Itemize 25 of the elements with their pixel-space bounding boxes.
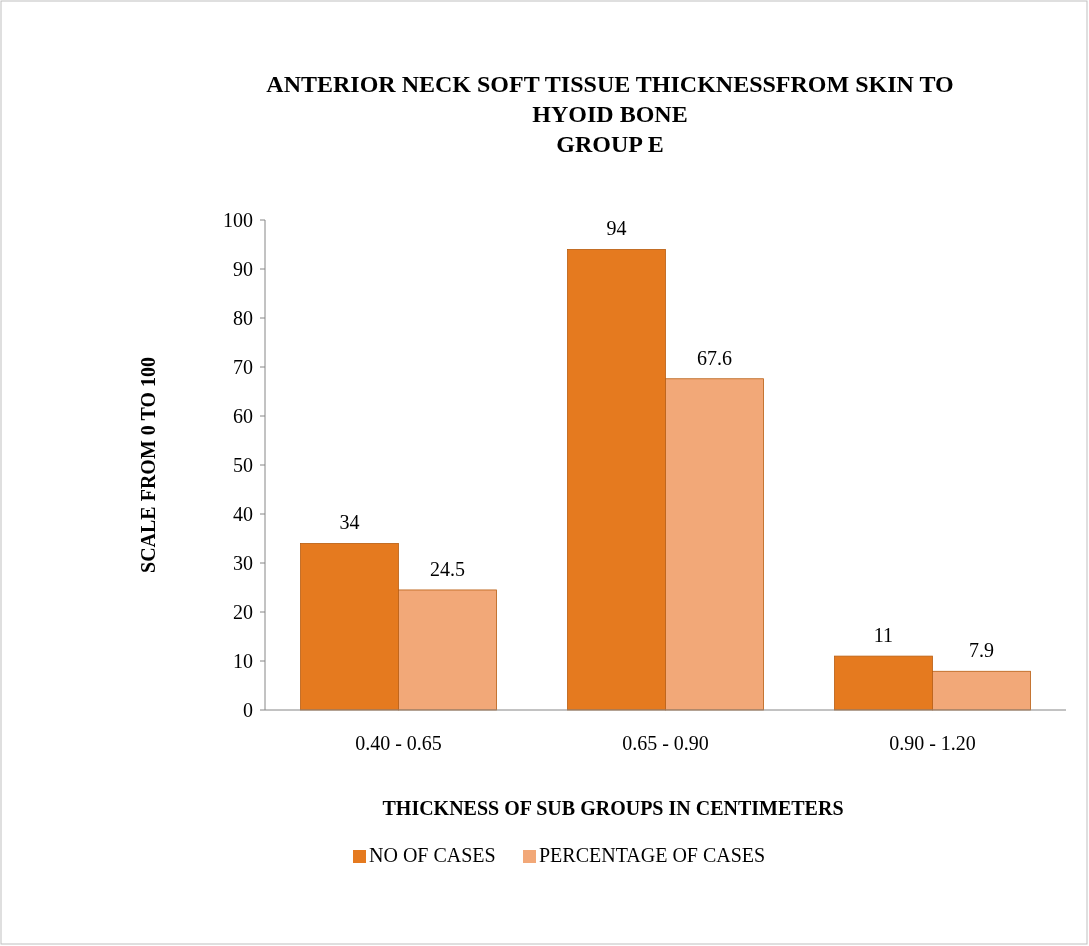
y-tick-label: 90 [233,258,253,280]
y-tick-label: 80 [233,307,253,329]
y-tick-label: 40 [233,503,253,525]
data-label: 11 [873,624,894,647]
x-tick-label: 0.40 - 0.65 [355,732,442,754]
x-axis-title: THICKNESS OF SUB GROUPS IN CENTIMETERS [382,797,844,819]
y-tick-label: 50 [233,454,253,476]
legend-label: PERCENTAGE OF CASES [539,844,766,866]
data-label: 24.5 [430,557,465,580]
y-tick-label: 60 [233,405,253,427]
data-label: 7.9 [969,639,994,662]
data-label: 94 [606,217,627,240]
x-tick-label: 0.65 - 0.90 [622,732,709,754]
data-label: 34 [339,511,360,534]
x-tick-label: 0.90 - 1.20 [889,732,976,754]
y-tick-label: 0 [243,699,253,721]
y-tick-label: 10 [233,650,253,672]
chart-title: ANTERIOR NECK SOFT TISSUE THICKNESSFROM SKIN TO HYOID BONE GROUP E [266,71,954,157]
y-axis-title: SCALE FROM 0 TO 100 [137,357,159,573]
y-tick-label: 100 [223,209,253,231]
y-tick-label: 30 [233,552,253,574]
data-label: 67.6 [697,346,732,369]
y-tick-label: 20 [233,601,253,623]
y-tick-label: 70 [233,356,253,378]
legend-label: NO OF CASES [369,844,496,866]
